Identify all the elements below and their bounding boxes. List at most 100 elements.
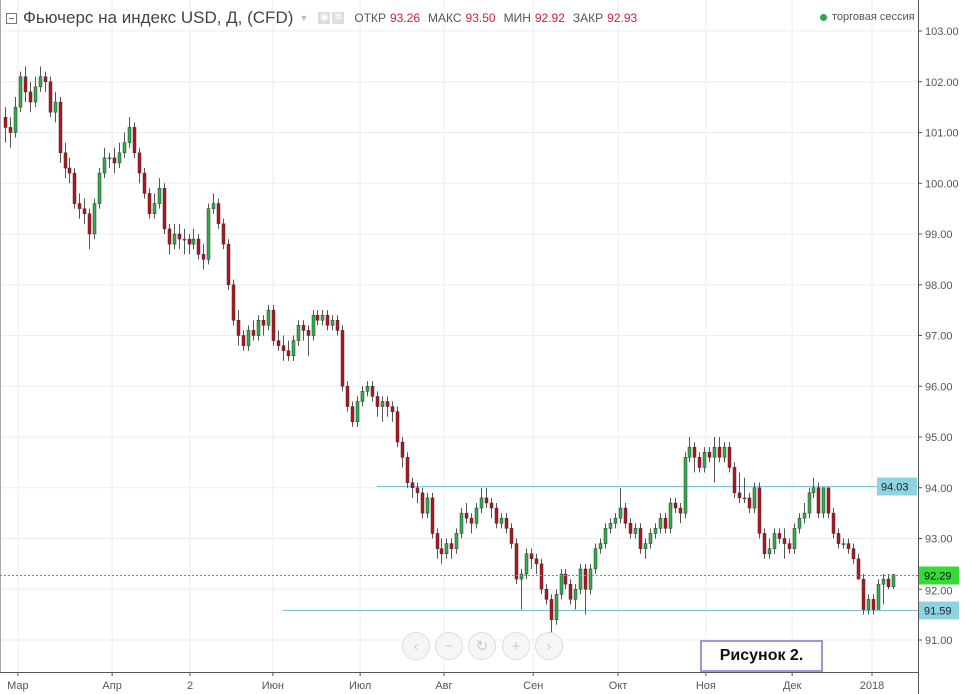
candle-up (365, 386, 370, 392)
candle-down (216, 203, 221, 225)
candle-down (395, 411, 400, 443)
candle-down (846, 543, 851, 549)
candle-down (415, 487, 420, 494)
candle-down (286, 350, 291, 357)
candle-down (777, 533, 782, 539)
candle-down (82, 208, 87, 214)
x-tick-label: 2 (187, 680, 193, 692)
candle-up (97, 172, 102, 204)
candle-down (23, 76, 28, 93)
candle-up (127, 127, 132, 143)
x-tick-label: Апр (102, 680, 121, 692)
candle-up (573, 589, 578, 600)
candle-down (306, 330, 311, 336)
candle-down (276, 340, 281, 346)
candle-down (583, 568, 588, 590)
candle-down (514, 543, 519, 580)
caret-down-icon[interactable]: ▼ (299, 13, 309, 23)
candle-down (340, 330, 345, 387)
candle-up (524, 553, 529, 575)
zoom-out-button[interactable]: − (435, 632, 463, 660)
candle-down (271, 309, 276, 341)
symbol-title[interactable]: Фьючерс на индекс USD, Д, (CFD) (23, 8, 294, 27)
candle-down (747, 497, 752, 509)
candle-down (663, 517, 668, 529)
candle-up (618, 507, 623, 519)
x-tick-label: Июн (262, 680, 284, 692)
low-label: МИН (503, 11, 531, 25)
x-tick-label: Июл (349, 680, 371, 692)
candle-down (489, 502, 494, 509)
figure-caption: Рисунок 2. (700, 640, 823, 672)
chart-header: Фьючерс на индекс USD, Д, (CFD) ▼ ◉ ✲ ОТ… (6, 8, 637, 28)
candle-down (196, 238, 201, 255)
candle-up (182, 238, 187, 241)
candle-up (811, 487, 816, 494)
candle-down (167, 228, 172, 245)
candle-down (484, 497, 489, 504)
candle-down (370, 386, 375, 397)
candle-down (871, 599, 876, 610)
level-label: 91.59 (924, 606, 952, 618)
candle-down (707, 451, 712, 458)
candle-down (201, 254, 206, 260)
candle-up (653, 528, 658, 534)
candle-down (162, 188, 167, 230)
candle-up (18, 76, 23, 108)
candle-up (792, 528, 797, 549)
candle-down (400, 441, 405, 458)
eye-icon[interactable]: ◉ (318, 12, 331, 24)
candle-down (112, 157, 117, 164)
candle-down (628, 523, 633, 534)
candle-up (211, 203, 216, 209)
candle-up (92, 203, 97, 235)
y-tick-label: 95.00 (925, 432, 953, 444)
candle-down (692, 446, 697, 458)
candle-up (742, 497, 747, 500)
candle-up (752, 487, 757, 509)
x-tick-label: Сен (523, 680, 543, 692)
gear-icon[interactable]: ✲ (332, 12, 345, 24)
candle-down (28, 91, 33, 103)
candle-up (107, 157, 112, 160)
candle-up (122, 142, 127, 154)
candle-down (886, 578, 891, 587)
candle-up (633, 528, 638, 534)
candle-up (13, 106, 18, 133)
reset-button[interactable]: ↻ (468, 632, 496, 660)
candle-up (459, 512, 464, 534)
candle-up (588, 568, 593, 590)
candle-up (53, 101, 58, 113)
candle-up (554, 594, 559, 620)
candle-down (58, 101, 63, 154)
scroll-left-button[interactable]: ‹ (402, 632, 430, 660)
candle-up (891, 574, 896, 587)
y-tick-label: 101.00 (925, 128, 959, 140)
candle-down (787, 543, 792, 549)
candle-down (737, 492, 742, 499)
candle-down (549, 599, 554, 620)
candle-up (454, 533, 459, 549)
candle-up (876, 583, 881, 610)
candle-up (191, 238, 196, 245)
scroll-right-button[interactable]: › (535, 632, 563, 660)
candle-down (539, 563, 544, 590)
candle-up (152, 203, 157, 214)
candle-down (732, 467, 737, 494)
candle-down (469, 517, 474, 524)
candle-up (658, 517, 663, 529)
candle-up (33, 86, 38, 103)
candle-down (544, 589, 549, 600)
candle-down (236, 320, 241, 336)
candle-down (405, 457, 410, 483)
zoom-in-button[interactable]: + (502, 632, 530, 660)
candle-down (464, 512, 469, 519)
candle-down (177, 233, 182, 240)
candle-up (102, 157, 107, 174)
candle-up (444, 543, 449, 554)
candle-down (638, 528, 643, 549)
candle-up (881, 578, 886, 585)
collapse-icon[interactable] (6, 12, 17, 24)
candle-down (187, 238, 192, 245)
